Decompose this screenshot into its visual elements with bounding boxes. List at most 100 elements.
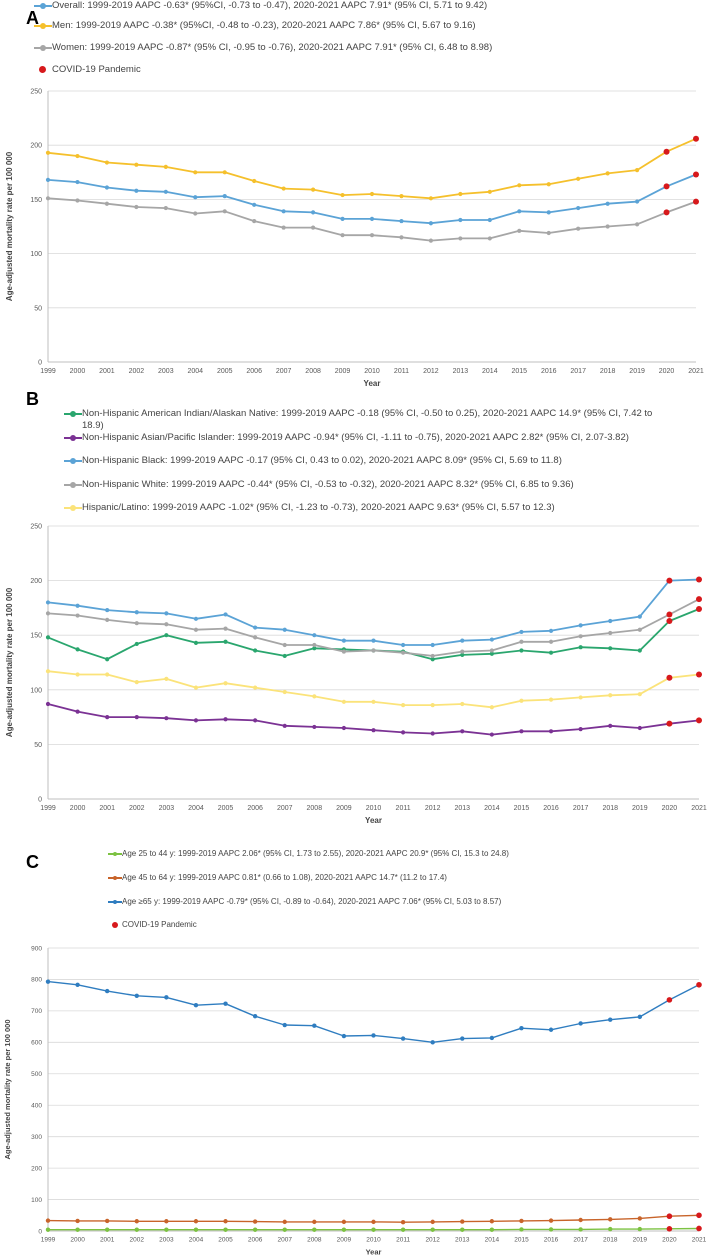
x-tick-label-2020: 2020 — [659, 368, 675, 375]
y-tick-label-250: 250 — [30, 88, 42, 95]
data-point-series-0-0-2010 — [369, 216, 375, 222]
x-tick-label-2020: 2020 — [662, 1237, 677, 1244]
data-point-series-2-2-2010 — [371, 1033, 376, 1038]
y-tick-label-100: 100 — [30, 687, 42, 694]
data-point-series-1-2-2018 — [608, 618, 613, 624]
data-point-series-2-0-2017 — [578, 1227, 583, 1232]
data-point-series-0-0-2008 — [310, 210, 316, 215]
data-point-series-0-2-2009 — [340, 233, 345, 238]
series-2-2-line — [47, 980, 700, 1044]
legend-label-hispanic: Hispanic/Latino: 1999-2019 AAPC -1.02* (… — [82, 502, 555, 513]
x-tick-label-2014: 2014 — [482, 368, 498, 375]
x-tick-label-2018: 2018 — [602, 805, 618, 812]
x-tick-label-2001: 2001 — [99, 805, 115, 812]
data-point-series-2-2-2007 — [282, 1022, 287, 1028]
data-point-series-0-2-2017 — [576, 226, 581, 231]
data-point-series-0-2-2011 — [399, 235, 404, 240]
data-point-series-2-0-2006 — [252, 1227, 258, 1232]
data-point-series-1-4-2019 — [637, 692, 642, 697]
data-point-series-2-1-2003 — [164, 1219, 169, 1224]
covid-point-series-1-2-2020 — [666, 577, 673, 584]
data-point-series-0-2-2010 — [369, 233, 375, 238]
data-point-series-0-2-2004 — [193, 211, 198, 216]
data-point-series-1-0-2018 — [608, 646, 613, 651]
data-point-series-1-0-2015 — [519, 648, 524, 653]
x-tick-label-2009: 2009 — [337, 1237, 352, 1244]
data-point-series-1-0-2017 — [578, 645, 583, 650]
data-point-series-1-0-2004 — [193, 640, 199, 645]
data-point-series-2-0-2001 — [104, 1227, 110, 1232]
x-tick-label-2014: 2014 — [484, 805, 500, 812]
x-tick-label-2014: 2014 — [485, 1237, 500, 1244]
data-point-series-2-2-2012 — [430, 1040, 435, 1045]
data-point-series-2-1-2000 — [75, 1218, 80, 1224]
data-point-series-0-1-2004 — [193, 170, 198, 175]
x-tick-label-2011: 2011 — [396, 1237, 410, 1244]
legend-item-aian-cont: 18.9) — [82, 420, 104, 432]
data-point-series-1-2-2005 — [223, 612, 228, 617]
x-tick-label-2018: 2018 — [600, 368, 616, 375]
data-point-series-1-1-1999 — [45, 701, 51, 707]
x-tick-label-2003: 2003 — [159, 1237, 174, 1244]
data-point-series-2-1-2004 — [193, 1219, 199, 1224]
panel-letter-b: B — [26, 389, 39, 409]
data-point-series-2-2-2016 — [548, 1027, 554, 1032]
data-point-series-1-1-2009 — [341, 725, 347, 731]
covid-point-series-0-0-2020 — [663, 183, 670, 190]
y-tick-label-500: 500 — [31, 1071, 42, 1078]
data-point-series-1-0-2012 — [430, 657, 435, 662]
data-point-series-2-0-2008 — [312, 1227, 317, 1232]
data-point-series-1-2-2001 — [105, 607, 110, 613]
y-axis-label: Age-adjusted mortality rate per 100 000 — [3, 1019, 12, 1159]
x-tick-label-2006: 2006 — [246, 368, 262, 375]
data-point-series-0-1-2017 — [576, 176, 581, 181]
x-tick-label-2018: 2018 — [603, 1237, 618, 1244]
data-point-series-1-3-2000 — [75, 613, 80, 618]
data-point-series-1-2-2006 — [253, 625, 258, 630]
data-point-series-1-4-2015 — [519, 698, 524, 703]
data-point-series-1-2-2007 — [282, 627, 287, 632]
data-point-series-2-0-2003 — [164, 1227, 169, 1232]
data-point-series-1-0-2016 — [548, 650, 554, 655]
x-tick-label-2010: 2010 — [366, 1237, 381, 1244]
data-point-series-2-2-2001 — [104, 988, 110, 994]
data-point-series-2-2-2015 — [519, 1025, 524, 1031]
x-tick-label-2004: 2004 — [189, 1237, 204, 1244]
data-point-series-1-1-2004 — [193, 718, 199, 723]
x-tick-label-2007: 2007 — [276, 368, 292, 375]
data-point-series-0-2-2015 — [517, 228, 522, 233]
data-point-series-1-1-2007 — [282, 723, 287, 728]
y-axis-label: Age-adjusted mortality rate per 100 000 — [5, 587, 14, 737]
data-point-series-1-3-2013 — [460, 649, 465, 654]
x-tick-label-2002: 2002 — [129, 805, 145, 812]
data-point-series-2-1-2017 — [578, 1217, 583, 1223]
data-point-series-1-0-2002 — [134, 641, 139, 647]
x-tick-label-2013: 2013 — [455, 1237, 470, 1244]
data-point-series-2-0-1999 — [45, 1227, 51, 1232]
data-point-series-1-2-2003 — [164, 611, 169, 616]
panel-letter-c: C — [26, 852, 39, 872]
data-point-series-0-0-2009 — [340, 216, 345, 222]
legend-swatch-covid-a — [34, 64, 52, 76]
legend-item-aian: Non-Hispanic American Indian/Alaskan Nat… — [64, 408, 652, 420]
x-tick-label-2006: 2006 — [247, 805, 263, 812]
data-point-series-2-1-2012 — [430, 1219, 435, 1225]
data-point-series-1-4-2012 — [430, 702, 435, 708]
legend-item-women: Women: 1999-2019 AAPC -0.87* (95% CI, -0… — [34, 42, 492, 54]
legend-swatch-age-65 — [108, 897, 122, 907]
x-tick-label-2017: 2017 — [573, 1237, 588, 1244]
x-tick-label-2007: 2007 — [277, 805, 293, 812]
data-point-series-2-1-2019 — [637, 1216, 643, 1221]
x-tick-label-2006: 2006 — [248, 1237, 263, 1244]
data-point-series-1-2-2000 — [75, 603, 80, 608]
legend-swatch-men — [34, 20, 52, 32]
x-tick-label-2015: 2015 — [514, 805, 530, 812]
data-point-series-0-1-2002 — [134, 162, 139, 167]
data-point-series-1-4-2016 — [548, 697, 554, 702]
data-point-series-1-3-2018 — [608, 630, 613, 636]
data-point-series-1-1-2006 — [253, 718, 258, 723]
data-point-series-1-3-2002 — [134, 621, 139, 626]
data-point-series-1-2-2010 — [371, 638, 376, 643]
y-tick-label-600: 600 — [31, 1040, 42, 1047]
data-point-series-1-3-2010 — [371, 648, 376, 653]
